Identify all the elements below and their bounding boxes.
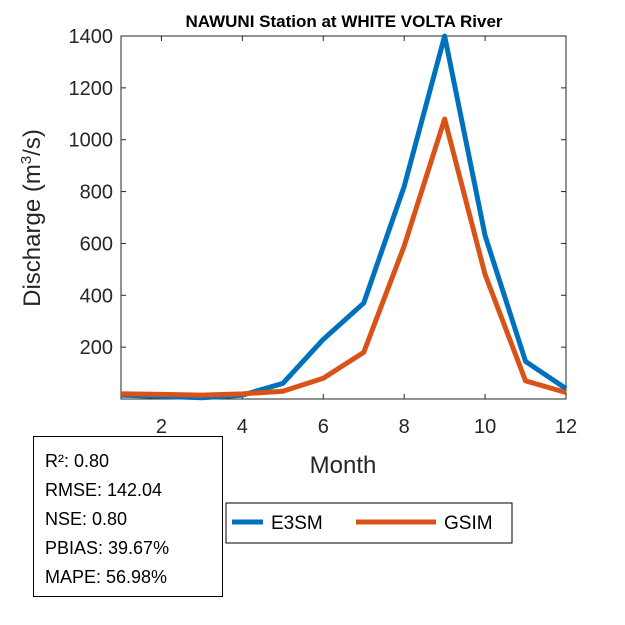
x-tick-label: 2	[156, 416, 167, 438]
legend-label-e3sm: E3SM	[271, 513, 323, 534]
stat-rmse: RMSE: 142.04	[45, 480, 163, 500]
chart-title: NAWUNI Station at WHITE VOLTA River	[185, 12, 502, 31]
x-tick-label: 4	[237, 416, 248, 438]
y-tick-label: 1200	[69, 78, 114, 100]
y-tick-label: 600	[80, 233, 113, 255]
y-tick-label: 800	[80, 182, 113, 204]
x-axis-label: Month	[310, 452, 377, 479]
plot-area: 2 4 6 8 10 12 200 400 600 800 1000 1200 1400	[69, 26, 578, 438]
stat-pbias: PBIAS: 39.67%	[45, 538, 170, 558]
stat-nse: NSE: 0.80	[45, 509, 128, 529]
x-tick-label: 10	[474, 416, 496, 438]
y-tick-label: 200	[80, 337, 113, 359]
y-tick-label: 1000	[69, 130, 114, 152]
x-tick-label: 12	[555, 416, 577, 438]
stat-r2: R²: 0.80	[45, 451, 110, 471]
legend-label-gsim: GSIM	[444, 513, 493, 534]
x-tick-label: 6	[318, 416, 329, 438]
x-tick-label: 8	[399, 416, 410, 438]
legend: E3SM GSIM	[225, 502, 513, 544]
axes-box	[120, 35, 567, 400]
y-axis-label: Discharge (m3/s)	[18, 129, 46, 307]
stats-box: R²: 0.80 RMSE: 142.04 NSE: 0.80 PBIAS: 3…	[33, 436, 223, 597]
series-line-gsim	[120, 116, 567, 398]
y-tick-label: 1400	[69, 26, 114, 48]
series-line-e3sm	[120, 33, 568, 401]
y-tick-label: 400	[80, 285, 113, 307]
stat-mape: MAPE: 56.98%	[45, 567, 168, 587]
